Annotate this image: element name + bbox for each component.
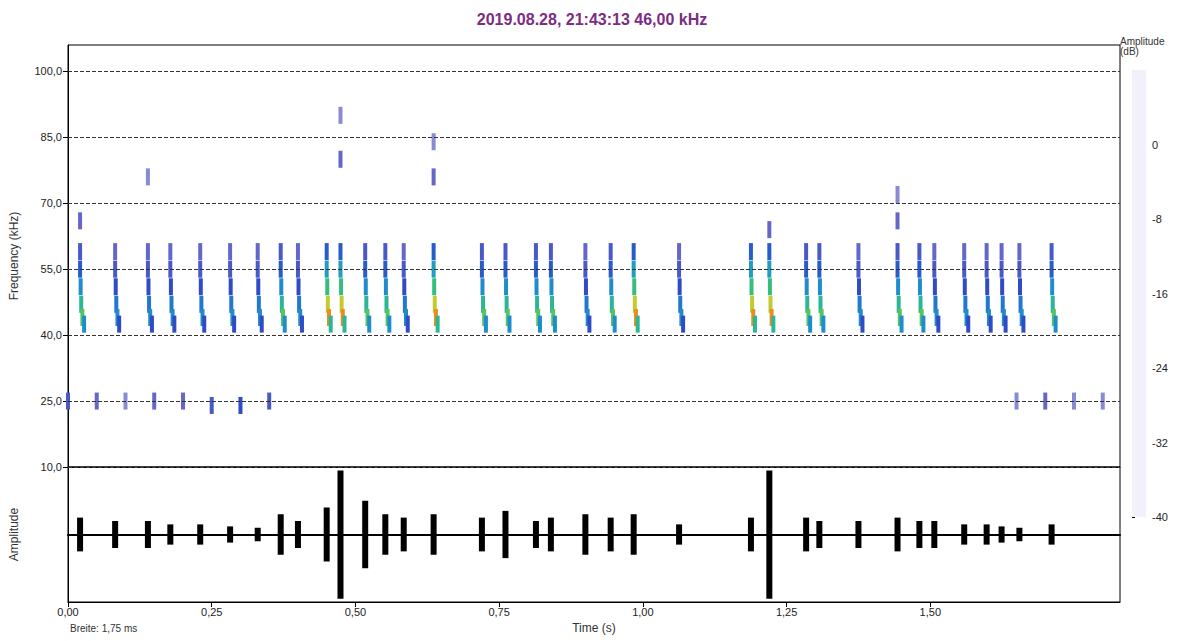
svg-text:0,50: 0,50: [345, 606, 366, 618]
svg-text:0: 0: [1152, 139, 1158, 151]
svg-text:-24: -24: [1152, 362, 1168, 374]
svg-text:-40: -40: [1152, 511, 1168, 523]
svg-text:-8: -8: [1152, 213, 1162, 225]
svg-text:Amplitude: Amplitude: [1120, 35, 1165, 47]
svg-text:-32: -32: [1152, 437, 1168, 449]
svg-text:0,75: 0,75: [488, 606, 509, 618]
svg-text:40,0: 40,0: [41, 329, 62, 341]
svg-text:-16: -16: [1152, 288, 1168, 300]
svg-text:70,0: 70,0: [41, 197, 62, 209]
svg-text:Frequency (kHz): Frequency (kHz): [7, 212, 21, 301]
svg-text:0,25: 0,25: [201, 606, 222, 618]
svg-text:Time (s): Time (s): [572, 621, 616, 635]
svg-text:25,0: 25,0: [41, 395, 62, 407]
svg-text:85,0: 85,0: [41, 131, 62, 143]
svg-text:10,0: 10,0: [41, 461, 62, 473]
svg-text:Breite: 1,75 ms: Breite: 1,75 ms: [70, 623, 137, 634]
svg-text:2019.08.28, 21:43:13 46,00 kHz: 2019.08.28, 21:43:13 46,00 kHz: [477, 11, 707, 28]
svg-text:1,50: 1,50: [920, 606, 941, 618]
svg-text:1,00: 1,00: [632, 606, 653, 618]
svg-text:55,0: 55,0: [41, 263, 62, 275]
svg-text:100,0: 100,0: [34, 65, 62, 77]
svg-text:Amplitude: Amplitude: [7, 508, 21, 562]
svg-text:0,00: 0,00: [57, 606, 78, 618]
svg-text:(dB): (dB): [1120, 46, 1139, 57]
svg-text:1,25: 1,25: [776, 606, 797, 618]
